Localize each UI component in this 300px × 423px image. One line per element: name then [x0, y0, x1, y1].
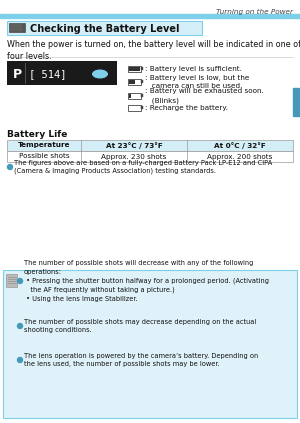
Text: P: P	[13, 68, 22, 80]
Text: The number of possible shots may decrease depending on the actual
shooting condi: The number of possible shots may decreas…	[24, 319, 256, 333]
FancyBboxPatch shape	[7, 21, 202, 35]
Bar	[6, 274, 17, 287]
Circle shape	[17, 278, 22, 283]
Text: Turning on the Power: Turning on the Power	[216, 9, 293, 15]
Text: At 23°C / 73°F: At 23°C / 73°F	[106, 142, 162, 149]
Bar	[7, 140, 293, 151]
Text: : Recharge the battery.: : Recharge the battery.	[145, 105, 228, 111]
Text: : Battery will be exhausted soon.
   (Blinks): : Battery will be exhausted soon. (Blink…	[145, 88, 264, 104]
Bar	[141, 107, 143, 110]
Circle shape	[17, 324, 22, 329]
Text: Approx. 230 shots: Approx. 230 shots	[101, 154, 167, 159]
Text: : Battery level is sufficient.: : Battery level is sufficient.	[145, 66, 242, 72]
Bar	[129, 67, 140, 71]
Bar	[0, 14, 300, 18]
Bar	[7, 151, 293, 162]
Bar	[128, 105, 141, 111]
Text: Possible shots: Possible shots	[19, 154, 69, 159]
Text: : Battery level is low, but the
   camera can still be used.: : Battery level is low, but the camera c…	[145, 75, 249, 89]
Text: The figures above are based on a fully-charged Battery Pack LP-E12 and CIPA
(Cam: The figures above are based on a fully-c…	[14, 159, 272, 175]
Bar	[128, 93, 141, 99]
Bar	[141, 80, 143, 83]
Circle shape	[17, 357, 22, 363]
Circle shape	[8, 165, 13, 170]
Text: The number of possible shots will decrease with any of the following
operations:: The number of possible shots will decrea…	[24, 261, 269, 302]
Bar	[141, 68, 143, 71]
Text: Approx. 200 shots: Approx. 200 shots	[207, 154, 273, 159]
Text: Checking the Battery Level: Checking the Battery Level	[30, 24, 179, 34]
Bar	[7, 61, 117, 85]
Text: At 0°C / 32°F: At 0°C / 32°F	[214, 142, 266, 149]
Bar	[129, 80, 135, 84]
Bar	[128, 66, 141, 72]
Text: Temperature: Temperature	[18, 143, 70, 148]
Text: The lens operation is powered by the camera’s battery. Depending on
the lens use: The lens operation is powered by the cam…	[24, 353, 258, 367]
Ellipse shape	[92, 69, 108, 79]
Bar	[128, 79, 141, 85]
Text: When the power is turned on, the battery level will be indicated in one of
four : When the power is turned on, the battery…	[7, 40, 300, 61]
Text: Battery Life: Battery Life	[7, 130, 68, 139]
Bar	[293, 88, 300, 116]
Bar	[9, 23, 25, 32]
Bar	[129, 94, 131, 98]
Bar	[141, 94, 143, 97]
FancyBboxPatch shape	[3, 270, 297, 418]
Text: [ 514]: [ 514]	[29, 69, 67, 79]
